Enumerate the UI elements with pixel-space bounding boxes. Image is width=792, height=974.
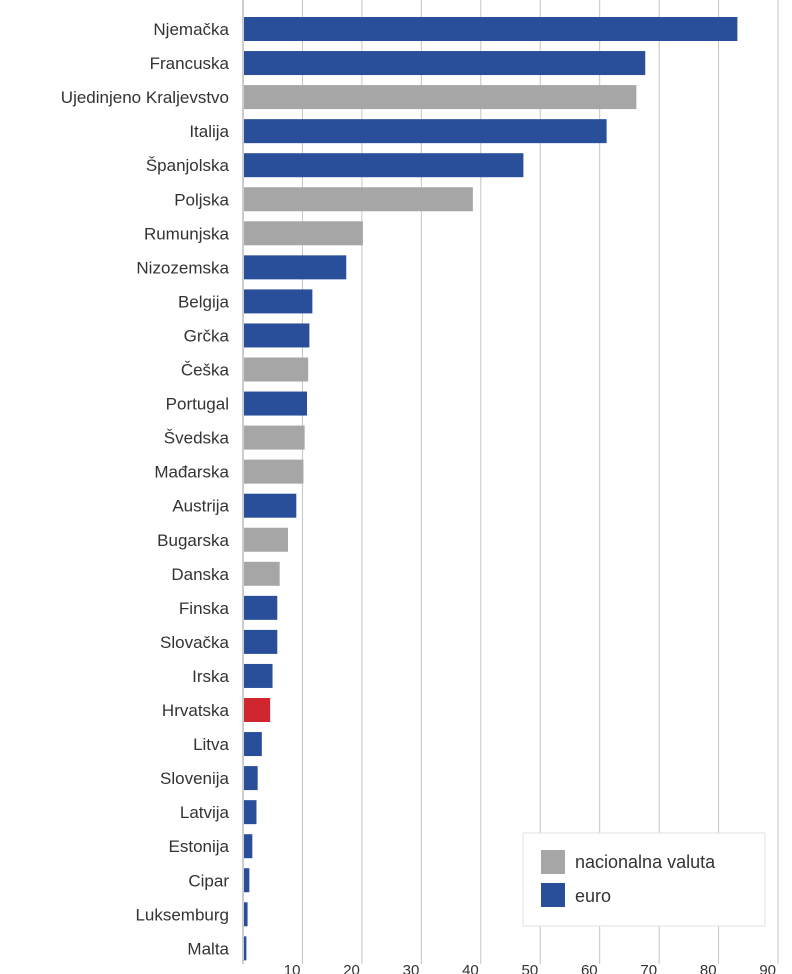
bar-finska	[244, 595, 278, 620]
bar-italija	[244, 119, 607, 144]
gridlines	[242, 0, 779, 964]
category-label-cipar: Cipar	[188, 871, 229, 890]
legend-swatch-euro	[541, 883, 565, 907]
bar-portugal	[244, 391, 308, 416]
bar-svedska	[244, 425, 305, 450]
bar-grcka	[244, 323, 310, 348]
category-label-portugal: Portugal	[166, 395, 229, 414]
bar-spanjolska	[244, 153, 524, 178]
category-label-irska: Irska	[192, 667, 229, 686]
bar-madarska	[244, 459, 304, 484]
category-label-nizozemska: Nizozemska	[136, 258, 229, 277]
bar-nizozemska	[244, 255, 347, 280]
category-label-belgija: Belgija	[178, 292, 230, 311]
x-tick-label-70: 70	[640, 962, 657, 974]
category-label-grcka: Grčka	[184, 326, 230, 345]
category-label-ceska: Češka	[181, 361, 230, 380]
x-tick-label-80: 80	[700, 962, 717, 974]
x-tick-label-40: 40	[462, 962, 479, 974]
x-tick-labels: 10 20 30 40 50 60 70 80 90	[284, 962, 776, 974]
bar-austrija	[244, 493, 297, 518]
bar-litva	[244, 732, 262, 757]
category-labels: Njemačka Francuska Ujedinjeno Kraljevstvo I…	[61, 20, 230, 958]
category-label-rumunjska: Rumunjska	[144, 224, 230, 243]
bars-group	[244, 17, 738, 961]
bar-francuska	[244, 51, 646, 76]
category-label-italija: Italija	[189, 122, 229, 141]
category-label-spanjolska: Španjolska	[146, 156, 230, 175]
bar-luksemburg	[244, 902, 248, 927]
bar-ceska	[244, 357, 309, 382]
category-label-finska: Finska	[179, 599, 230, 618]
bar-njemacka	[244, 17, 738, 41]
bar-estonija	[244, 834, 253, 859]
category-label-litva: Litva	[193, 735, 229, 754]
category-label-francuska: Francuska	[150, 54, 230, 73]
x-tick-label-50: 50	[522, 962, 539, 974]
legend-label-euro: euro	[575, 886, 611, 906]
category-label-slovacka: Slovačka	[160, 633, 230, 652]
bar-irska	[244, 663, 273, 688]
bar-hrvatska	[244, 698, 271, 722]
category-label-hrvatska: Hrvatska	[162, 701, 230, 720]
category-label-slovenija: Slovenija	[160, 769, 230, 788]
bar-malta	[244, 936, 247, 961]
legend-swatch-nacionalna-valuta	[541, 850, 565, 874]
bar-cipar	[244, 868, 250, 893]
category-label-estonija: Estonija	[169, 837, 230, 856]
category-label-latvija: Latvija	[180, 803, 230, 822]
category-label-danska: Danska	[171, 565, 229, 584]
category-label-bugarska: Bugarska	[157, 531, 229, 550]
x-tick-label-90: 90	[759, 962, 776, 974]
bar-danska	[244, 561, 280, 586]
legend-label-nacionalna-valuta: nacionalna valuta	[575, 852, 716, 872]
bar-slovenija	[244, 766, 258, 791]
x-tick-label-60: 60	[581, 962, 598, 974]
category-label-malta: Malta	[187, 939, 229, 958]
bar-slovacka	[244, 629, 278, 654]
category-label-poljska: Poljska	[174, 190, 229, 209]
bar-rumunjska	[244, 221, 363, 246]
bar-ujedinjeno-kraljevstvo	[244, 85, 637, 110]
bar-bugarska	[244, 527, 288, 552]
x-tick-label-20: 20	[343, 962, 360, 974]
category-label-njemacka: Njemačka	[153, 20, 229, 39]
category-label-madarska: Mađarska	[154, 463, 229, 482]
category-label-luksemburg: Luksemburg	[135, 905, 229, 924]
bar-poljska	[244, 187, 473, 212]
x-tick-label-30: 30	[403, 962, 420, 974]
legend: nacionalna valuta euro	[522, 832, 766, 927]
x-tick-label-10: 10	[284, 962, 301, 974]
category-label-ujedinjeno-kraljevstvo: Ujedinjeno Kraljevstvo	[61, 88, 229, 107]
legend-box	[522, 832, 766, 927]
bar-belgija	[244, 289, 313, 314]
bar-latvija	[244, 800, 257, 825]
category-label-austrija: Austrija	[172, 497, 229, 516]
category-label-svedska: Švedska	[164, 429, 230, 448]
